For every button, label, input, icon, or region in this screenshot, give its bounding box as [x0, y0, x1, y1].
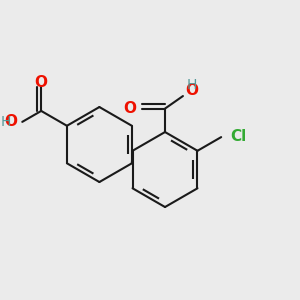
Text: O: O — [123, 101, 136, 116]
Text: H: H — [187, 78, 197, 92]
Text: O: O — [185, 83, 198, 98]
Text: O: O — [35, 74, 48, 89]
Text: Cl: Cl — [230, 129, 247, 144]
Text: O: O — [4, 114, 17, 129]
Text: H: H — [1, 115, 11, 129]
